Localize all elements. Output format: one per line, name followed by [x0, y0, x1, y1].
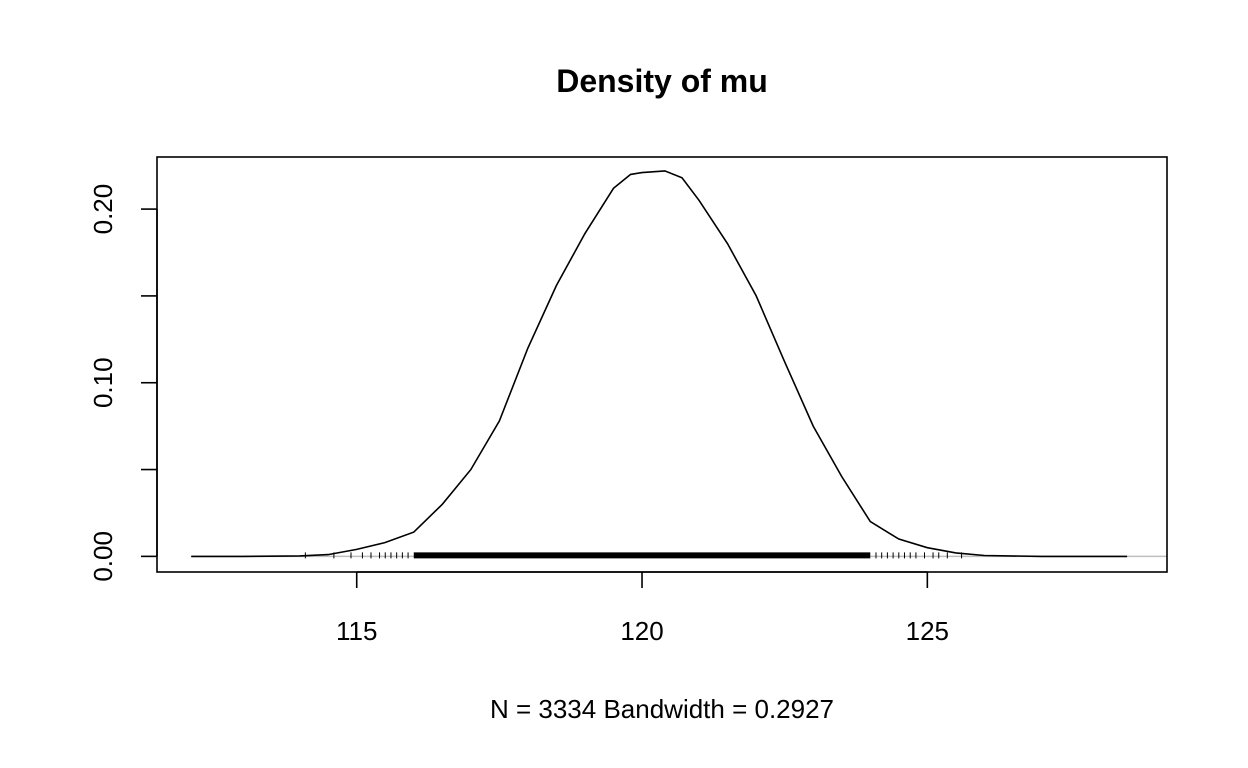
y-tick-label: 0.20 [88, 184, 118, 235]
rug-dense-band [413, 552, 871, 559]
density-curve [191, 170, 1128, 558]
x-tick-label: 120 [620, 616, 663, 646]
chart-title: Density of mu [556, 63, 768, 99]
y-tick-label: 0.00 [88, 531, 118, 582]
x-tick-label: 115 [336, 616, 377, 646]
plot-area: 115 120 125 0.00 0.10 0.20 [88, 156, 1168, 646]
x-axis-label: N = 3334 Bandwidth = 0.2927 [490, 694, 834, 724]
plot-frame [156, 156, 1168, 573]
x-tick-label: 125 [906, 616, 949, 646]
y-tick-label: 0.10 [88, 357, 118, 408]
